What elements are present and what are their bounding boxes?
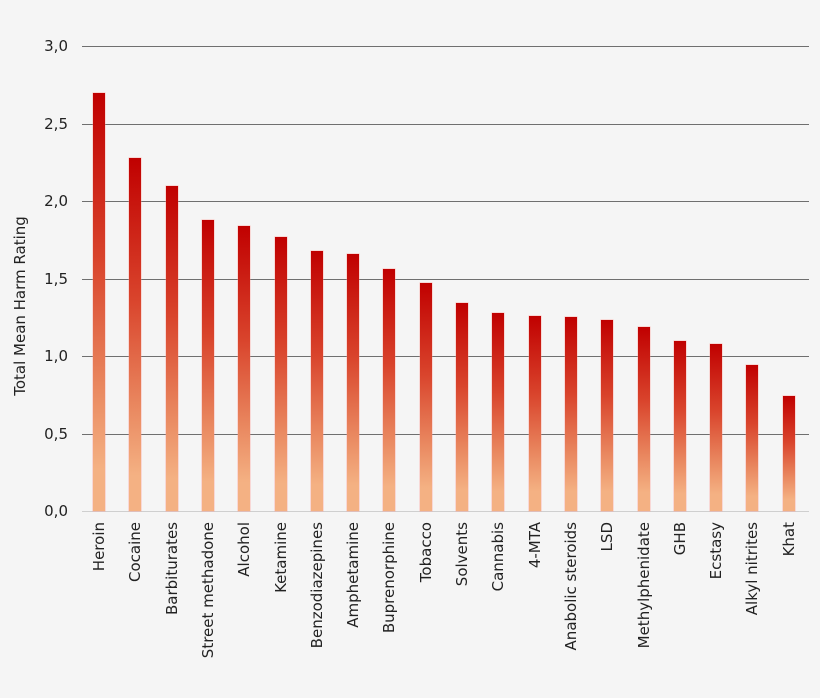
gridline — [82, 356, 809, 357]
x-tick-label: Amphetamine — [344, 522, 363, 628]
x-tick-label: Heroin — [90, 522, 108, 572]
bar-ghb — [673, 340, 686, 511]
bar-barbiturates — [165, 185, 178, 511]
bar-methylphenidate — [637, 326, 650, 511]
x-tick-label: Methylphenidate — [634, 522, 653, 649]
x-tick-label: Solvents — [453, 522, 471, 587]
y-tick-label: 1,5 — [44, 269, 68, 288]
gridline — [82, 434, 809, 435]
bar-solvents — [456, 303, 468, 511]
x-tick-label: LSD — [598, 522, 617, 552]
x-tick-label: Khat — [779, 522, 798, 557]
bar-ecstasy — [710, 343, 723, 511]
bar-street-methadone — [201, 219, 214, 511]
y-tick-label: 2,0 — [44, 192, 68, 210]
bar-benzodiazepines — [310, 250, 323, 511]
y-axis-label: Total Mean Harm Rating — [11, 216, 29, 396]
y-tick-label: 0,5 — [44, 424, 68, 443]
bar-khat — [782, 396, 795, 511]
x-tick-label: Cocaine — [126, 522, 145, 582]
gridline — [82, 124, 809, 125]
x-tick-label: Tobacco — [416, 522, 435, 583]
bar-anabolic-steroids — [564, 317, 577, 511]
x-tick-label: GHB — [670, 522, 689, 556]
x-tick-label: Anabolic steroids — [561, 522, 580, 651]
bar-tobacco — [419, 283, 432, 511]
x-axis-baseline — [82, 511, 809, 512]
x-tick-label: Street methadone — [198, 522, 217, 659]
y-tick-label: 2,5 — [44, 114, 68, 133]
bar-alkyl-nitrites — [746, 365, 759, 511]
y-tick-label: 1,0 — [44, 347, 68, 365]
bar-buprenorphine — [383, 269, 396, 511]
x-tick-label: 4-MTA — [525, 522, 544, 569]
x-tick-label: Cannabis — [489, 522, 508, 592]
bar-amphetamine — [347, 253, 360, 511]
bar-cocaine — [129, 157, 142, 511]
y-tick-label: 0,0 — [44, 502, 68, 520]
x-tick-label: Benzodiazepines — [307, 522, 326, 649]
x-tick-label: Ecstasy — [707, 522, 726, 580]
x-tick-label: Barbiturates — [162, 522, 181, 616]
bar-4-mta — [528, 315, 541, 511]
x-tick-label: Alkyl nitrites — [743, 522, 762, 616]
x-tick-label: Alcohol — [235, 522, 254, 577]
y-tick-label: 3,0 — [44, 37, 68, 55]
gridline — [82, 201, 809, 202]
x-tick-label: Ketamine — [271, 522, 290, 593]
bar-ketamine — [274, 236, 287, 511]
bar-cannabis — [492, 312, 505, 511]
gridline — [82, 279, 809, 280]
bar-lsd — [601, 320, 614, 511]
gridline — [82, 46, 809, 47]
x-tick-label: Buprenorphine — [380, 522, 399, 634]
bar-heroin — [93, 92, 105, 511]
bar-alcohol — [238, 225, 251, 511]
